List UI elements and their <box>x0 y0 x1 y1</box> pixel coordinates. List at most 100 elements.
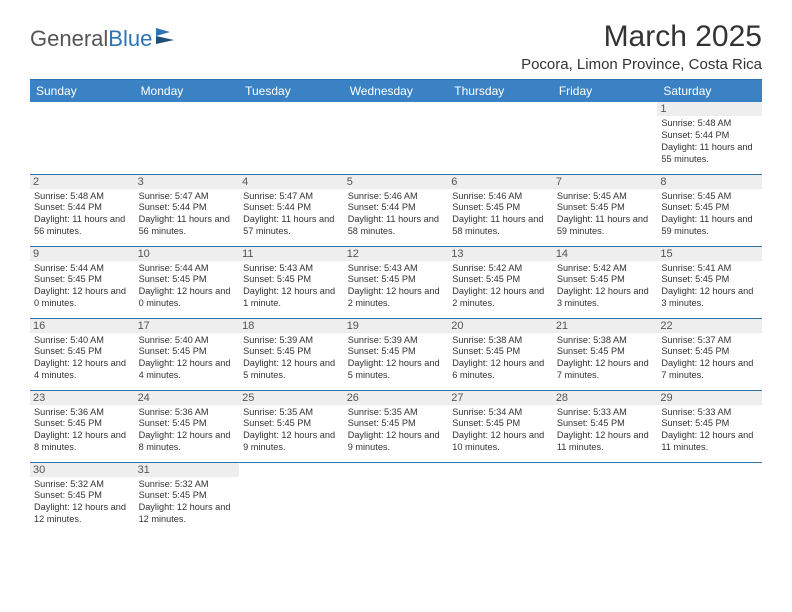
daylight-text: Daylight: 12 hours and 5 minutes. <box>243 358 340 382</box>
calendar-cell: 15Sunrise: 5:41 AMSunset: 5:45 PMDayligh… <box>657 246 762 318</box>
calendar-cell: 3Sunrise: 5:47 AMSunset: 5:44 PMDaylight… <box>135 174 240 246</box>
sunrise-text: Sunrise: 5:33 AM <box>557 407 654 419</box>
weekday-header: Friday <box>553 80 658 102</box>
sunset-text: Sunset: 5:44 PM <box>139 202 236 214</box>
calendar-cell <box>657 462 762 534</box>
calendar-cell: 12Sunrise: 5:43 AMSunset: 5:45 PMDayligh… <box>344 246 449 318</box>
day-info: Sunrise: 5:45 AMSunset: 5:45 PMDaylight:… <box>661 191 758 239</box>
day-info: Sunrise: 5:33 AMSunset: 5:45 PMDaylight:… <box>661 407 758 455</box>
sunset-text: Sunset: 5:45 PM <box>348 346 445 358</box>
day-info: Sunrise: 5:48 AMSunset: 5:44 PMDaylight:… <box>661 118 758 166</box>
day-info: Sunrise: 5:41 AMSunset: 5:45 PMDaylight:… <box>661 263 758 311</box>
logo-text-2: Blue <box>108 26 152 52</box>
day-info: Sunrise: 5:32 AMSunset: 5:45 PMDaylight:… <box>139 479 236 527</box>
sunrise-text: Sunrise: 5:36 AM <box>34 407 131 419</box>
calendar-cell: 2Sunrise: 5:48 AMSunset: 5:44 PMDaylight… <box>30 174 135 246</box>
sunset-text: Sunset: 5:45 PM <box>243 274 340 286</box>
calendar-cell <box>239 102 344 174</box>
day-number: 13 <box>448 247 553 261</box>
day-info: Sunrise: 5:39 AMSunset: 5:45 PMDaylight:… <box>243 335 340 383</box>
sunrise-text: Sunrise: 5:34 AM <box>452 407 549 419</box>
sunset-text: Sunset: 5:45 PM <box>139 418 236 430</box>
calendar-cell <box>553 102 658 174</box>
calendar-cell: 13 Sunrise: 5:42 AMSunset: 5:45 PMDayligh… <box>448 246 553 318</box>
day-info: Sunrise: 5:44 AMSunset: 5:45 PMDaylight:… <box>139 263 236 311</box>
calendar-row: 16Sunrise: 5:40 AMSunset: 5:45 PMDayligh… <box>30 318 762 390</box>
daylight-text: Daylight: 12 hours and 3 minutes. <box>661 286 758 310</box>
weekday-header: Monday <box>135 80 240 102</box>
daylight-text: Daylight: 12 hours and 2 minutes. <box>348 286 445 310</box>
sunrise-text: Sunrise: 5:41 AM <box>661 263 758 275</box>
sunrise-text: Sunrise: 5:35 AM <box>348 407 445 419</box>
sunrise-text: Sunrise: 5:43 AM <box>243 263 340 275</box>
day-info: Sunrise: 5:42 AMSunset: 5:45 PMDaylight:… <box>452 263 549 311</box>
calendar-cell: 10 Sunrise: 5:44 AMSunset: 5:45 PMDayligh… <box>135 246 240 318</box>
day-number: 25 <box>239 391 344 405</box>
calendar-cell: 5Sunrise: 5:46 AMSunset: 5:44 PMDaylight… <box>344 174 449 246</box>
calendar-row: 30Sunrise: 5:32 AMSunset: 5:45 PMDayligh… <box>30 462 762 534</box>
day-number: 3 <box>135 175 240 189</box>
daylight-text: Daylight: 11 hours and 59 minutes. <box>557 214 654 238</box>
logo-text-1: General <box>30 26 108 52</box>
calendar-cell: 21Sunrise: 5:38 AMSunset: 5:45 PMDayligh… <box>553 318 658 390</box>
sunrise-text: Sunrise: 5:47 AM <box>243 191 340 203</box>
day-info: Sunrise: 5:44 AMSunset: 5:45 PMDaylight:… <box>34 263 131 311</box>
sunrise-text: Sunrise: 5:39 AM <box>348 335 445 347</box>
calendar-cell <box>448 462 553 534</box>
location-text: Pocora, Limon Province, Costa Rica <box>521 56 762 73</box>
calendar-cell: 31Sunrise: 5:32 AMSunset: 5:45 PMDayligh… <box>135 462 240 534</box>
day-info: Sunrise: 5:36 AMSunset: 5:45 PMDaylight:… <box>139 407 236 455</box>
daylight-text: Daylight: 12 hours and 12 minutes. <box>139 502 236 526</box>
daylight-text: Daylight: 12 hours and 11 minutes. <box>661 430 758 454</box>
calendar-cell: 4Sunrise: 5:47 AMSunset: 5:44 PMDaylight… <box>239 174 344 246</box>
daylight-text: Daylight: 12 hours and 10 minutes. <box>452 430 549 454</box>
sunset-text: Sunset: 5:45 PM <box>557 202 654 214</box>
sunset-text: Sunset: 5:45 PM <box>557 418 654 430</box>
sunrise-text: Sunrise: 5:33 AM <box>661 407 758 419</box>
calendar-cell: 22Sunrise: 5:37 AMSunset: 5:45 PMDayligh… <box>657 318 762 390</box>
weekday-header-row: Sunday Monday Tuesday Wednesday Thursday… <box>30 80 762 102</box>
calendar-cell: 11Sunrise: 5:43 AMSunset: 5:45 PMDayligh… <box>239 246 344 318</box>
sunset-text: Sunset: 5:44 PM <box>34 202 131 214</box>
day-number: 17 <box>135 319 240 333</box>
daylight-text: Daylight: 12 hours and 8 minutes. <box>139 430 236 454</box>
calendar-cell: 27Sunrise: 5:34 AMSunset: 5:45 PMDayligh… <box>448 390 553 462</box>
title-block: March 2025 Pocora, Limon Province, Costa… <box>521 20 762 73</box>
sunrise-text: Sunrise: 5:37 AM <box>661 335 758 347</box>
sunset-text: Sunset: 5:45 PM <box>452 202 549 214</box>
sunrise-text: Sunrise: 5:47 AM <box>139 191 236 203</box>
calendar-cell: 17 Sunrise: 5:40 AMSunset: 5:45 PMDayligh… <box>135 318 240 390</box>
weekday-header: Wednesday <box>344 80 449 102</box>
day-info: Sunrise: 5:39 AMSunset: 5:45 PMDaylight:… <box>348 335 445 383</box>
sunset-text: Sunset: 5:45 PM <box>243 346 340 358</box>
day-info: Sunrise: 5:43 AMSunset: 5:45 PMDaylight:… <box>348 263 445 311</box>
day-info: Sunrise: 5:46 AMSunset: 5:45 PMDaylight:… <box>452 191 549 239</box>
sunrise-text: Sunrise: 5:32 AM <box>139 479 236 491</box>
calendar-cell: 18Sunrise: 5:39 AMSunset: 5:45 PMDayligh… <box>239 318 344 390</box>
weekday-header: Thursday <box>448 80 553 102</box>
calendar-cell: 24Sunrise: 5:36 AMSunset: 5:45 PMDayligh… <box>135 390 240 462</box>
sunset-text: Sunset: 5:45 PM <box>661 346 758 358</box>
day-number: 10 <box>135 247 240 261</box>
sunset-text: Sunset: 5:45 PM <box>139 490 236 502</box>
calendar-cell <box>553 462 658 534</box>
day-info: Sunrise: 5:32 AMSunset: 5:45 PMDaylight:… <box>34 479 131 527</box>
calendar-cell: 6 Sunrise: 5:46 AMSunset: 5:45 PMDaylight… <box>448 174 553 246</box>
day-info: Sunrise: 5:34 AMSunset: 5:45 PMDaylight:… <box>452 407 549 455</box>
day-info: Sunrise: 5:40 AMSunset: 5:45 PMDaylight:… <box>139 335 236 383</box>
day-number: 6 <box>448 175 553 189</box>
calendar-cell: 23Sunrise: 5:36 AMSunset: 5:45 PMDayligh… <box>30 390 135 462</box>
sunrise-text: Sunrise: 5:36 AM <box>139 407 236 419</box>
calendar-table: Sunday Monday Tuesday Wednesday Thursday… <box>30 80 762 534</box>
daylight-text: Daylight: 11 hours and 58 minutes. <box>452 214 549 238</box>
day-number: 19 <box>344 319 449 333</box>
calendar-row: 2Sunrise: 5:48 AMSunset: 5:44 PMDaylight… <box>30 174 762 246</box>
calendar-cell: 29Sunrise: 5:33 AMSunset: 5:45 PMDayligh… <box>657 390 762 462</box>
day-number: 21 <box>553 319 658 333</box>
sunrise-text: Sunrise: 5:32 AM <box>34 479 131 491</box>
daylight-text: Daylight: 12 hours and 7 minutes. <box>661 358 758 382</box>
day-info: Sunrise: 5:43 AMSunset: 5:45 PMDaylight:… <box>243 263 340 311</box>
day-info: Sunrise: 5:38 AMSunset: 5:45 PMDaylight:… <box>452 335 549 383</box>
sunset-text: Sunset: 5:45 PM <box>452 274 549 286</box>
calendar-cell <box>239 462 344 534</box>
